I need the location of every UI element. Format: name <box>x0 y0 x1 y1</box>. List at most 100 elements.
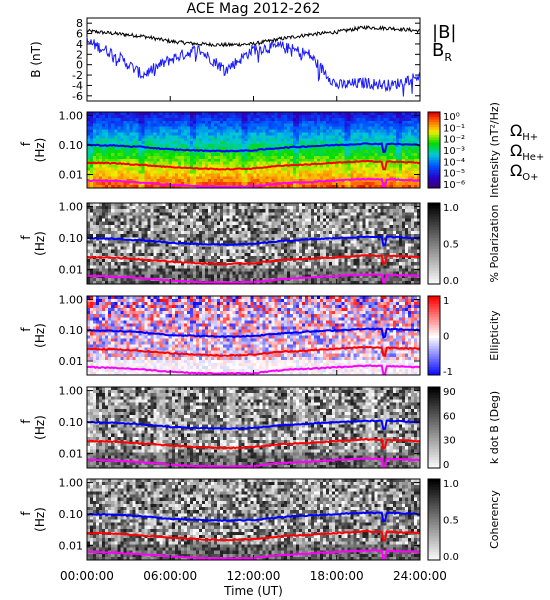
heatmap-cell <box>147 234 151 238</box>
heatmap-cell <box>356 185 360 189</box>
heatmap-cell <box>271 123 276 128</box>
heatmap-cell <box>283 240 288 244</box>
heatmap-cell <box>347 155 351 160</box>
heatmap-cell <box>256 123 260 128</box>
heatmap-cell <box>350 170 354 174</box>
heatmap-cell <box>235 215 239 219</box>
heatmap-cell <box>368 176 372 180</box>
heatmap-cell <box>356 141 360 145</box>
heatmap-cell <box>292 182 297 186</box>
heatmap-cell <box>320 126 324 130</box>
heatmap-cell <box>192 135 197 139</box>
heatmap-cell <box>413 126 418 130</box>
heatmap-cell <box>132 234 136 238</box>
heatmap-cell <box>320 138 324 142</box>
heatmap-cell <box>286 231 291 235</box>
heatmap-cell <box>265 123 270 128</box>
heatmap-cell <box>289 132 294 136</box>
heatmap-cell <box>102 147 106 151</box>
heatmap-cell <box>398 117 403 122</box>
heatmap-cell <box>259 268 263 272</box>
heatmap-cell <box>183 221 188 226</box>
colorbar-cell <box>428 124 440 128</box>
heatmap-cell <box>268 185 273 189</box>
heatmap-cell <box>165 176 170 180</box>
heatmap-cell <box>108 215 112 219</box>
heatmap-cell <box>226 268 230 272</box>
heatmap-cell <box>283 212 288 216</box>
heatmap-cell <box>147 265 151 269</box>
heatmap-cell <box>117 123 121 128</box>
heatmap-cell <box>274 155 279 160</box>
heatmap-cell <box>208 231 212 235</box>
heatmap-cell <box>365 155 369 160</box>
heatmap-cell <box>289 231 294 235</box>
heatmap-cell <box>407 132 412 136</box>
heatmap-cell <box>220 173 224 177</box>
heatmap-cell <box>295 150 300 154</box>
heatmap-cell <box>359 126 363 130</box>
heatmap-cell <box>123 218 127 223</box>
heatmap-cell <box>304 231 309 235</box>
heatmap-cell <box>344 185 348 189</box>
heatmap-cell <box>111 259 115 263</box>
heatmap-cell <box>380 132 385 136</box>
heatmap-cell <box>223 129 227 133</box>
heatmap-cell <box>329 173 333 177</box>
heatmap-cell <box>205 240 209 244</box>
heatmap-cell <box>105 246 109 251</box>
heatmap-cell <box>268 237 273 241</box>
colorbar-cell <box>428 180 440 184</box>
heatmap-cell <box>398 158 403 163</box>
heatmap-cell <box>111 271 115 276</box>
heatmap-cell <box>386 158 391 163</box>
heatmap-cell <box>159 255 164 260</box>
heatmap-cell <box>150 212 154 216</box>
heatmap-cell <box>141 173 145 177</box>
heatmap-cell <box>232 164 236 168</box>
heatmap-cell <box>295 144 300 148</box>
heatmap-cell <box>407 152 412 157</box>
heatmap-cell <box>265 129 270 133</box>
heatmap-cell <box>135 120 139 125</box>
heatmap-cell <box>171 123 176 128</box>
heatmap-cell <box>93 231 97 235</box>
heatmap-cell <box>301 147 306 151</box>
heatmap-cell <box>268 252 273 257</box>
heatmap-cell <box>277 117 282 122</box>
heatmap-cell <box>105 182 109 186</box>
heatmap-cell <box>268 158 273 163</box>
heatmap-cell <box>259 144 263 148</box>
heatmap-cell <box>147 123 151 128</box>
heatmap-cell <box>138 240 142 244</box>
heatmap-cell <box>329 155 333 160</box>
heatmap-cell <box>189 161 194 166</box>
heatmap-cell <box>401 161 406 166</box>
heatmap-cell <box>256 227 260 232</box>
heatmap-cell <box>96 280 100 285</box>
heatmap-cell <box>410 173 415 177</box>
heatmap-cell <box>183 209 188 213</box>
heatmap-cell <box>274 280 279 285</box>
heatmap-cell <box>241 215 245 219</box>
heatmap-cell <box>280 221 285 226</box>
heatmap-cell <box>165 173 170 177</box>
heatmap-cell <box>211 132 215 136</box>
heatmap-cell <box>205 212 209 216</box>
heatmap-cell <box>395 117 400 122</box>
heatmap-cell <box>120 176 124 180</box>
heatmap-cell <box>186 271 191 276</box>
heatmap-cell <box>114 246 118 251</box>
heatmap-cell <box>298 246 303 251</box>
heatmap-cell <box>235 152 239 157</box>
heatmap-cell <box>389 138 394 142</box>
heatmap-cell <box>377 117 382 122</box>
heatmap-cell <box>377 155 382 160</box>
heatmap-cell <box>208 135 212 139</box>
heatmap-cell <box>374 173 379 177</box>
heatmap-cell <box>229 268 233 272</box>
heatmap-cell <box>220 215 224 219</box>
heatmap-cell <box>102 271 106 276</box>
heatmap-cell <box>120 158 124 163</box>
heatmap-cell <box>244 147 248 151</box>
